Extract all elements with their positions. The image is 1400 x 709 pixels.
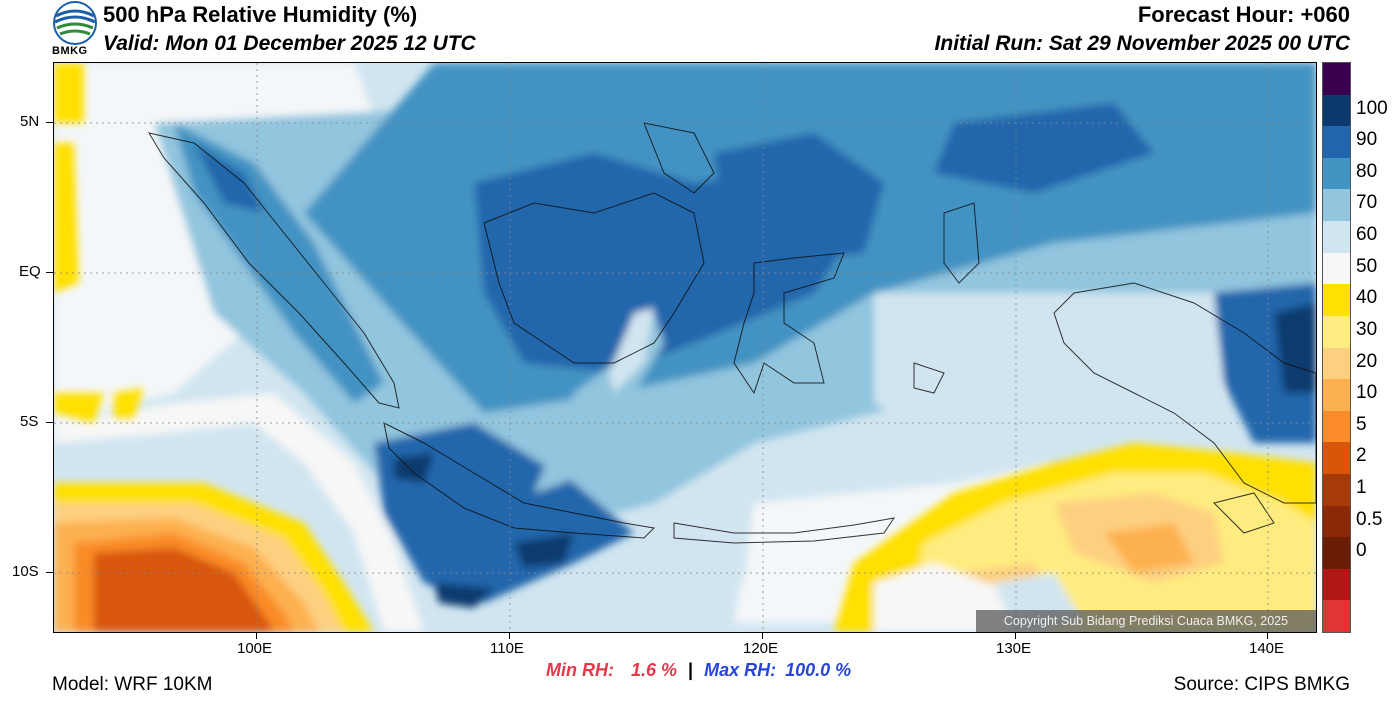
lon-label-140e: 140E [1249,640,1285,657]
colorbar-swatch [1323,410,1350,443]
model-label: Model: WRF 10KM [52,674,213,695]
initial-run: Initial Run: Sat 29 November 2025 00 UTC [934,32,1350,55]
lat-label-10s: 10S [12,563,39,580]
colorbar-swatch [1323,473,1350,507]
colorbar-tick-label: 10 [1356,382,1378,404]
colorbar-swatch [1323,315,1350,348]
colorbar-tick-label: 100 [1356,97,1388,119]
colorbar [1322,62,1351,633]
colorbar-swatch [1323,379,1350,412]
bmkg-logo-icon [53,1,97,45]
forecast-hour: Forecast Hour: +060 [1137,2,1350,27]
lon-tick [509,632,510,639]
stats-separator: | [688,660,694,680]
colorbar-swatch [1323,284,1350,317]
lat-label-5s: 5S [20,413,39,430]
colorbar-tick-label: 0 [1356,540,1367,562]
lon-label-120e: 120E [743,640,779,657]
logo-text: BMKG [52,45,88,57]
lon-tick [256,632,257,639]
colorbar-tick-label: 80 [1356,160,1378,182]
colorbar-tick-label: 0.5 [1356,508,1383,530]
colorbar-tick-label: 70 [1356,192,1378,214]
valid-time: Valid: Mon 01 December 2025 12 UTC [103,32,476,55]
lon-label-100e: 100E [237,640,273,657]
humidity-field [54,63,1316,632]
min-rh-label: Min RH: [546,660,614,680]
colorbar-swatch [1323,189,1350,222]
colorbar-swatch [1323,442,1350,475]
map-title: 500 hPa Relative Humidity (%) [103,2,418,27]
bmkg-logo [52,0,98,60]
colorbar-tick-label: 30 [1356,318,1378,340]
lat-tick [46,272,53,273]
colorbar-swatch [1323,568,1350,601]
lat-tick [46,572,53,573]
lon-tick [762,632,763,639]
colorbar-swatch [1323,600,1350,633]
colorbar-swatch [1323,94,1350,127]
colorbar-swatch [1323,157,1350,190]
colorbar-swatch [1323,347,1350,380]
colorbar-swatch [1323,221,1350,254]
colorbar-swatch [1323,252,1350,285]
colorbar-tick-label: 2 [1356,445,1367,467]
source-label: Source: CIPS BMKG [1173,674,1350,695]
colorbar-swatch [1323,63,1350,96]
lat-label-5n: 5N [20,113,40,130]
colorbar-tick-label: 1 [1356,476,1367,498]
colorbar-tick-label: 5 [1356,413,1367,435]
lon-tick [1015,632,1016,639]
lat-label-eq: EQ [19,263,41,280]
lon-label-130e: 130E [996,640,1032,657]
colorbar-tick-label: 60 [1356,224,1378,246]
max-rh-value: 100.0 % [785,660,852,680]
colorbar-tick-label: 50 [1356,255,1378,277]
colorbar-swatch [1323,505,1350,538]
lon-label-110e: 110E [490,640,524,657]
colorbar-swatch [1323,126,1350,159]
colorbar-tick-label: 40 [1356,287,1378,309]
lat-tick [46,422,53,423]
lon-tick [1267,632,1268,639]
colorbar-tick-label: 90 [1356,129,1378,151]
copyright-notice: Copyright Sub Bidang Prediksi Cuaca BMKG… [976,610,1316,632]
humidity-map: Copyright Sub Bidang Prediksi Cuaca BMKG… [53,62,1317,633]
colorbar-swatch [1323,537,1350,570]
min-rh-value: 1.6 % [631,660,678,680]
max-rh-label: Max RH: [704,660,777,680]
colorbar-tick-label: 20 [1356,350,1378,372]
rh-stats: Min RH: 1.6 % | Max RH: 100.0 % [546,660,851,681]
lat-tick [46,122,53,123]
